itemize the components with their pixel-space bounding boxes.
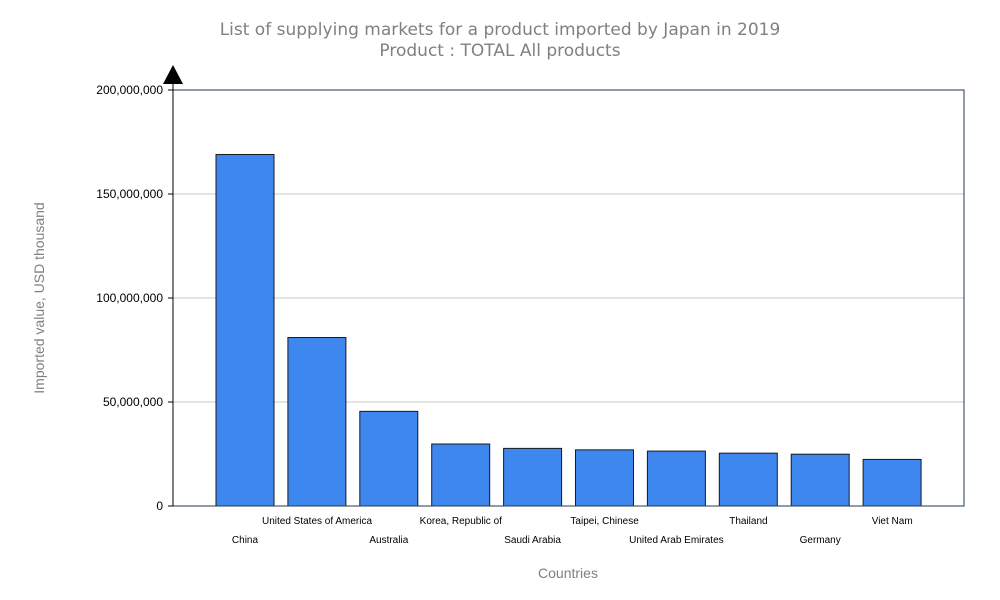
bar-australia (359, 410, 419, 507)
x-category-label: China (232, 535, 259, 546)
bar-united-states-of-america (287, 337, 347, 507)
x-category-label: United Arab Emirates (629, 535, 724, 546)
y-tick-labels: 0 50,000,000 100,000,000 150,000,000 200,000… (96, 83, 173, 513)
y-axis-title: Imported value, USD thousand (31, 202, 47, 393)
y-tick-label: 50,000,000 (103, 395, 163, 409)
bar-saudi-arabia (503, 447, 563, 507)
x-category-label: Korea, Republic of (420, 516, 502, 527)
bar-korea-republic-of (431, 443, 491, 507)
bar-germany (790, 453, 850, 507)
y-tick-label: 200,000,000 (96, 83, 163, 97)
y-tick-label: 100,000,000 (96, 291, 163, 305)
chart-subtitle: Product : TOTAL All products (379, 41, 620, 61)
x-axis-title: Countries (538, 565, 598, 581)
x-category-label: Taipei, Chinese (570, 516, 639, 527)
x-category-label: Saudi Arabia (504, 535, 561, 546)
bar-china (215, 153, 275, 507)
x-category-label: Viet Nam (872, 516, 913, 527)
x-category-label: United States of America (262, 516, 372, 527)
y-tick-label: 150,000,000 (96, 187, 163, 201)
y-axis-arrow-icon (163, 65, 183, 84)
x-category-label: Australia (369, 535, 408, 546)
x-category-label: Thailand (729, 516, 767, 527)
bar-taipei-chinese (575, 449, 634, 507)
x-category-label: Germany (800, 535, 841, 546)
bar-united-arab-emirates (646, 450, 706, 507)
y-tick-label: 0 (156, 499, 163, 513)
bar-thailand (718, 452, 778, 507)
chart-title: List of supplying markets for a product … (220, 20, 781, 40)
bar-viet-nam (862, 458, 922, 507)
bars (215, 153, 922, 507)
